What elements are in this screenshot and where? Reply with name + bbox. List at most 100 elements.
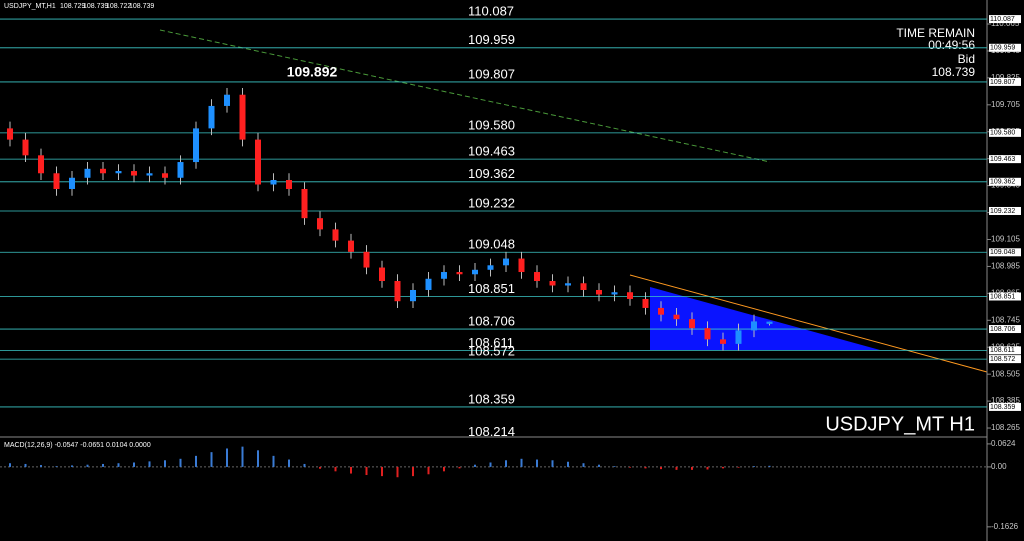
price-tag [989, 325, 1021, 334]
level-label: 109.232 [468, 195, 515, 210]
candle-body [255, 139, 261, 185]
candle-body [580, 283, 587, 290]
time-label: TIME REMAIN [896, 26, 975, 40]
y-tick-label: 108.505 [991, 369, 1020, 378]
candle-body [456, 272, 463, 275]
y-tick-label: 109.705 [991, 100, 1020, 109]
price-tag [989, 248, 1021, 257]
candle-body [348, 240, 354, 252]
macd-bar [24, 463, 27, 467]
candle-body [38, 155, 44, 174]
price-tag-label: 108.572 [990, 356, 1015, 363]
candle-body [472, 269, 478, 275]
candle-body [286, 180, 292, 189]
candle-body [611, 292, 618, 295]
candle-body [193, 128, 199, 163]
level-label: 109.463 [468, 144, 515, 159]
price-tag-label: 108.851 [990, 293, 1015, 300]
price-tag [989, 155, 1021, 164]
candle-body [518, 258, 525, 273]
y-tick-label: 109.105 [991, 235, 1020, 244]
macd-bar [613, 466, 616, 467]
macd-bar [272, 455, 275, 467]
candle-body [177, 162, 184, 178]
macd-bar [365, 466, 368, 476]
watermark: USDJPY_MT H1 [825, 413, 975, 435]
level-label: 108.851 [468, 281, 515, 296]
price-tag [989, 292, 1021, 301]
macd-bar [133, 462, 135, 467]
macd-bar [288, 459, 290, 467]
price-tag [989, 43, 1021, 52]
candle-body [239, 94, 246, 140]
macd-bar [241, 446, 244, 467]
macd-bar [675, 466, 678, 470]
macd-bar [458, 466, 461, 469]
price-tag-label: 109.232 [990, 208, 1015, 215]
macd-bar [474, 464, 476, 467]
macd-bar [102, 463, 104, 467]
macd-bar [55, 466, 58, 467]
candle-body [503, 258, 509, 266]
bid-value: 108.739 [932, 65, 976, 79]
level-label: 109.807 [468, 66, 515, 81]
macd-bar [691, 466, 693, 470]
ohlc-high: 108.739 [83, 3, 108, 10]
macd-bar [753, 466, 755, 467]
candle-body [162, 173, 168, 178]
macd-title: MACD(12,26,9) -0.0547 -0.0651 0.0104 0.0… [4, 442, 151, 449]
price-tag [989, 402, 1021, 411]
candle-body [627, 292, 633, 299]
candle-body [379, 267, 385, 282]
macd-bar [396, 466, 399, 478]
macd-bar [505, 460, 507, 467]
candle-body [766, 321, 773, 324]
candle-body [689, 319, 695, 329]
macd-bar [567, 461, 569, 467]
macd-bar [40, 465, 42, 467]
candle-body [394, 281, 401, 302]
price-tag [989, 128, 1021, 137]
y-tick-label: 108.385 [991, 396, 1020, 405]
level-label: 108.214 [468, 424, 515, 439]
macd-bar [319, 466, 321, 469]
macd-bar [86, 464, 89, 467]
candle-body [596, 289, 602, 295]
macd-bar [226, 448, 228, 467]
candle-body [549, 281, 556, 286]
macd-bar [350, 466, 352, 474]
price-tag-label: 108.706 [990, 326, 1015, 333]
price-tag [989, 346, 1021, 355]
macd-bar [117, 463, 120, 467]
candle-body [658, 307, 664, 315]
macd-bar [381, 466, 383, 477]
y-tick-label: 108.745 [991, 315, 1020, 324]
candle-body [735, 330, 742, 344]
y-tick-label: 0.00 [991, 462, 1007, 471]
macd-bar [706, 466, 709, 470]
level-label: 109.362 [468, 166, 515, 181]
price-tag [989, 15, 1021, 24]
candle-body [565, 283, 571, 286]
candle-body [673, 314, 680, 320]
ohlc-open: 108.729 [60, 3, 85, 10]
price-tag-label: 108.611 [990, 347, 1015, 354]
price-tag-label: 109.463 [990, 156, 1015, 163]
time-value: 00:49:56 [928, 38, 975, 52]
macd-bar [660, 466, 662, 470]
y-tick-label: 108.985 [991, 262, 1020, 271]
macd-bar [582, 463, 585, 467]
macd-bar [536, 459, 538, 467]
candle-body [84, 168, 91, 178]
macd-bar [489, 462, 492, 467]
candle-body [363, 251, 370, 268]
candle-body [100, 168, 106, 174]
candle-body [720, 339, 726, 344]
price-tag-label: 109.048 [990, 249, 1015, 256]
candle-body [115, 171, 122, 174]
price-tag-label: 110.087 [990, 16, 1015, 23]
macd-bar [722, 466, 724, 469]
macd-bar [412, 466, 414, 477]
level-label: 108.359 [468, 391, 515, 406]
level-label: 108.572 [468, 344, 515, 359]
